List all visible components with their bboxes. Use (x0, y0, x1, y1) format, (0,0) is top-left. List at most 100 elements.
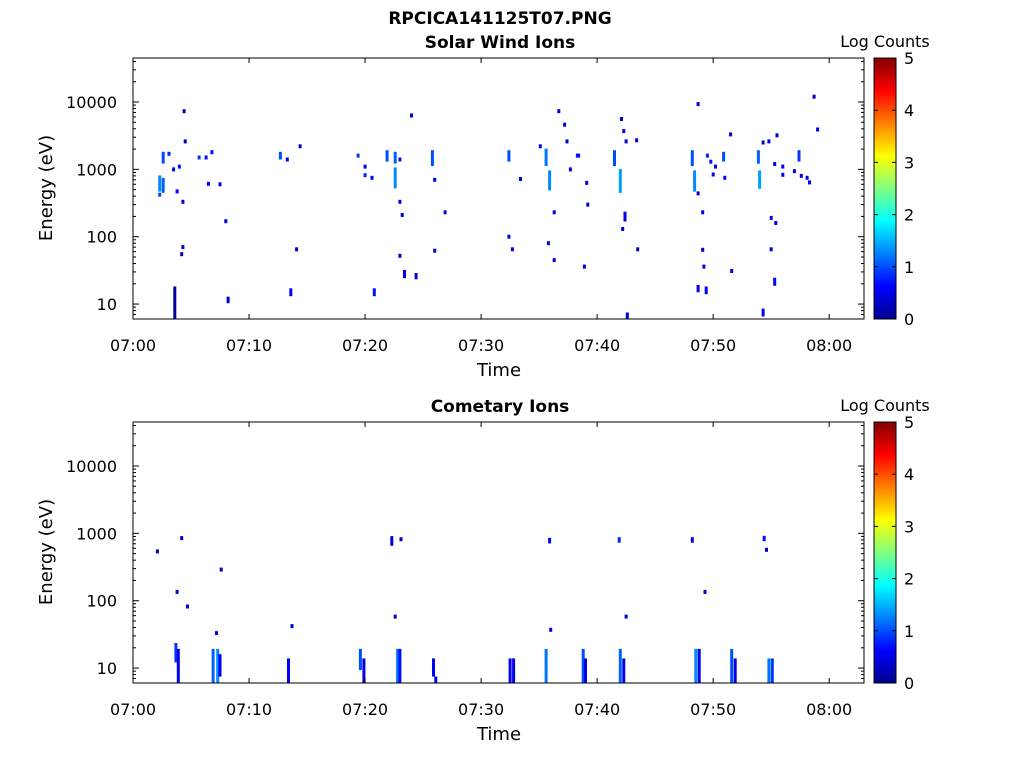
heatmap-cell (295, 247, 299, 252)
colorbar-label: Log Counts (840, 32, 930, 51)
x-axis-label: Time (476, 724, 521, 745)
heatmap-cell (158, 192, 162, 197)
heatmap-cell (769, 215, 773, 220)
heatmap-cell (730, 648, 734, 683)
heatmap-cell (358, 648, 362, 671)
colorbar: 0 1 2 3 4 5 (873, 49, 914, 329)
heatmap-cell (362, 658, 366, 683)
y-axis-label: Energy (eV) (36, 499, 57, 605)
x-tick-label: 07:00 (110, 700, 156, 719)
heatmap-cell (434, 676, 438, 683)
heatmap-cell (172, 167, 176, 172)
heatmap-cell (158, 175, 162, 192)
heatmap-cell (775, 133, 779, 138)
heatmap-cell (216, 648, 220, 683)
heatmap-cell (693, 170, 697, 192)
heatmap-cell (581, 648, 585, 683)
heatmap-cell (298, 144, 302, 149)
heatmap-cell (762, 535, 766, 542)
heatmap-cell (767, 139, 771, 144)
heatmap-cell (289, 288, 293, 297)
heatmap-cell (433, 177, 437, 182)
heatmap-cell (356, 153, 360, 158)
heatmap-cell (694, 648, 698, 683)
heatmap-cell (226, 296, 230, 304)
heatmap-cell (548, 537, 552, 544)
heatmap-cell (765, 547, 768, 552)
x-tick-marks (132, 422, 830, 683)
heatmap-cell (621, 227, 625, 231)
heatmap-cell (697, 648, 701, 683)
heatmap-cell (398, 157, 402, 162)
heatmap-cell (774, 221, 778, 225)
heatmap-cell (758, 170, 762, 189)
heatmap-cell (552, 258, 556, 263)
colorbar-label: Log Counts (840, 396, 930, 415)
heatmap-cell (396, 648, 400, 683)
heatmap-cell (403, 269, 406, 279)
x-tick-label: 07:30 (458, 700, 504, 719)
heatmap-cell (714, 164, 717, 169)
heatmap-cell (792, 169, 796, 174)
heatmap-cell (733, 658, 737, 683)
heatmap-cell (773, 277, 777, 286)
heatmap-cell (613, 150, 616, 167)
x-tick-label: 07:00 (110, 336, 156, 355)
y-tick-label: 10000 (66, 457, 117, 476)
heatmap-cell (432, 658, 435, 677)
heatmap-cell (636, 247, 640, 252)
x-axis-label: Time (476, 360, 521, 381)
heatmap-cell (769, 247, 773, 252)
heatmap-cell (617, 537, 621, 543)
heatmap-cell (393, 167, 397, 189)
heatmap-cell (704, 286, 708, 295)
heatmap-cell (176, 648, 180, 683)
colorbar-tick-label: 4 (904, 101, 914, 120)
y-tick-label: 1000 (76, 160, 117, 179)
colorbar-ticks: 0 1 2 3 4 5 (874, 413, 914, 693)
heatmap-cell (507, 234, 511, 239)
heatmap-cell (290, 624, 294, 629)
heatmap-cell (722, 151, 726, 162)
heatmap-cell (585, 180, 589, 185)
heatmap-cell (729, 132, 733, 137)
colorbar-frame (873, 57, 897, 320)
heatmap-cell (363, 164, 367, 169)
heatmap-cell (549, 627, 553, 632)
y-tick-label: 1000 (76, 524, 117, 543)
heatmap-cell (622, 129, 626, 134)
heatmap-cell (538, 144, 542, 149)
heatmap-cell (544, 148, 548, 166)
heatmap-cell (635, 138, 639, 143)
heatmap-cell (552, 210, 556, 215)
colorbar-tick-label: 5 (904, 49, 914, 68)
heatmap-cell (218, 182, 222, 187)
heatmap-cell (173, 286, 177, 319)
heatmap-cell (433, 248, 437, 253)
heatmap-cell (709, 159, 713, 164)
colorbar-gradient (874, 422, 896, 683)
x-tick-label: 07:10 (226, 700, 272, 719)
heatmap-cell (624, 139, 628, 144)
heatmap-cell (175, 189, 179, 194)
heatmap-cell (204, 155, 208, 160)
panel-title: Solar Wind Ions (425, 33, 576, 53)
heatmap-cell (703, 589, 707, 594)
heatmap-cell (808, 180, 811, 185)
heatmap-cell (781, 164, 785, 169)
figure-title: RPCICA141125T07.PNG (388, 9, 611, 29)
y-tick-labels: 10 100 1000 10000 (66, 93, 117, 314)
heatmap-cell (363, 173, 367, 178)
colorbar-tick-label: 1 (904, 258, 914, 277)
cometary-panel: Cometary Ions Log Counts 07:00 07:10 07:20… (36, 396, 930, 745)
heatmap-cell (175, 589, 179, 594)
heatmap-cell (816, 127, 820, 132)
panel-title: Cometary Ions (431, 397, 570, 417)
heatmap-cell (696, 284, 700, 293)
y-axis-label: Energy (eV) (36, 135, 57, 241)
heatmap-cell (690, 537, 694, 543)
heatmap-cell (582, 264, 586, 269)
heatmap-cell (586, 202, 590, 207)
y-tick-label: 10 (97, 295, 117, 314)
heatmap-cell (211, 648, 215, 683)
